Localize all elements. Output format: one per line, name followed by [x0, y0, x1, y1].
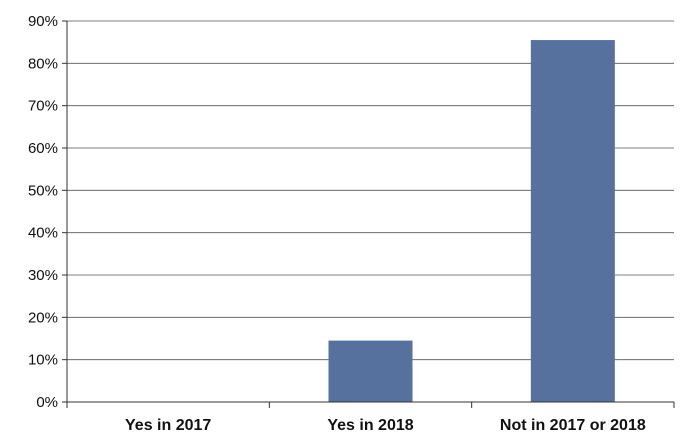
- bar-1: [328, 340, 413, 402]
- y-tick-label-6: 60%: [28, 140, 58, 157]
- x-category-label-0: Yes in 2017: [125, 417, 211, 434]
- bar-2: [530, 40, 615, 403]
- y-tick-label-0: 0%: [36, 394, 58, 411]
- y-tick-label-1: 10%: [28, 352, 58, 369]
- axes: [62, 20, 675, 408]
- gridlines: [67, 20, 674, 361]
- labels: 0% 10% 20% 30% 40% 50% 60% 70% 80% 90% Yes in 2017…: [28, 13, 646, 434]
- x-category-label-1: Yes in 2018: [327, 417, 413, 434]
- y-tick-label-8: 80%: [28, 55, 58, 72]
- x-category-label-2: Not in 2017 or 2018: [500, 417, 646, 434]
- y-tick-label-4: 40%: [28, 225, 58, 242]
- y-tick-label-7: 70%: [28, 98, 58, 115]
- bars: [328, 40, 615, 403]
- y-tick-label-2: 20%: [28, 309, 58, 326]
- y-tick-label-9: 90%: [28, 13, 58, 30]
- y-tick-label-5: 50%: [28, 182, 58, 199]
- y-tick-label-3: 30%: [28, 267, 58, 284]
